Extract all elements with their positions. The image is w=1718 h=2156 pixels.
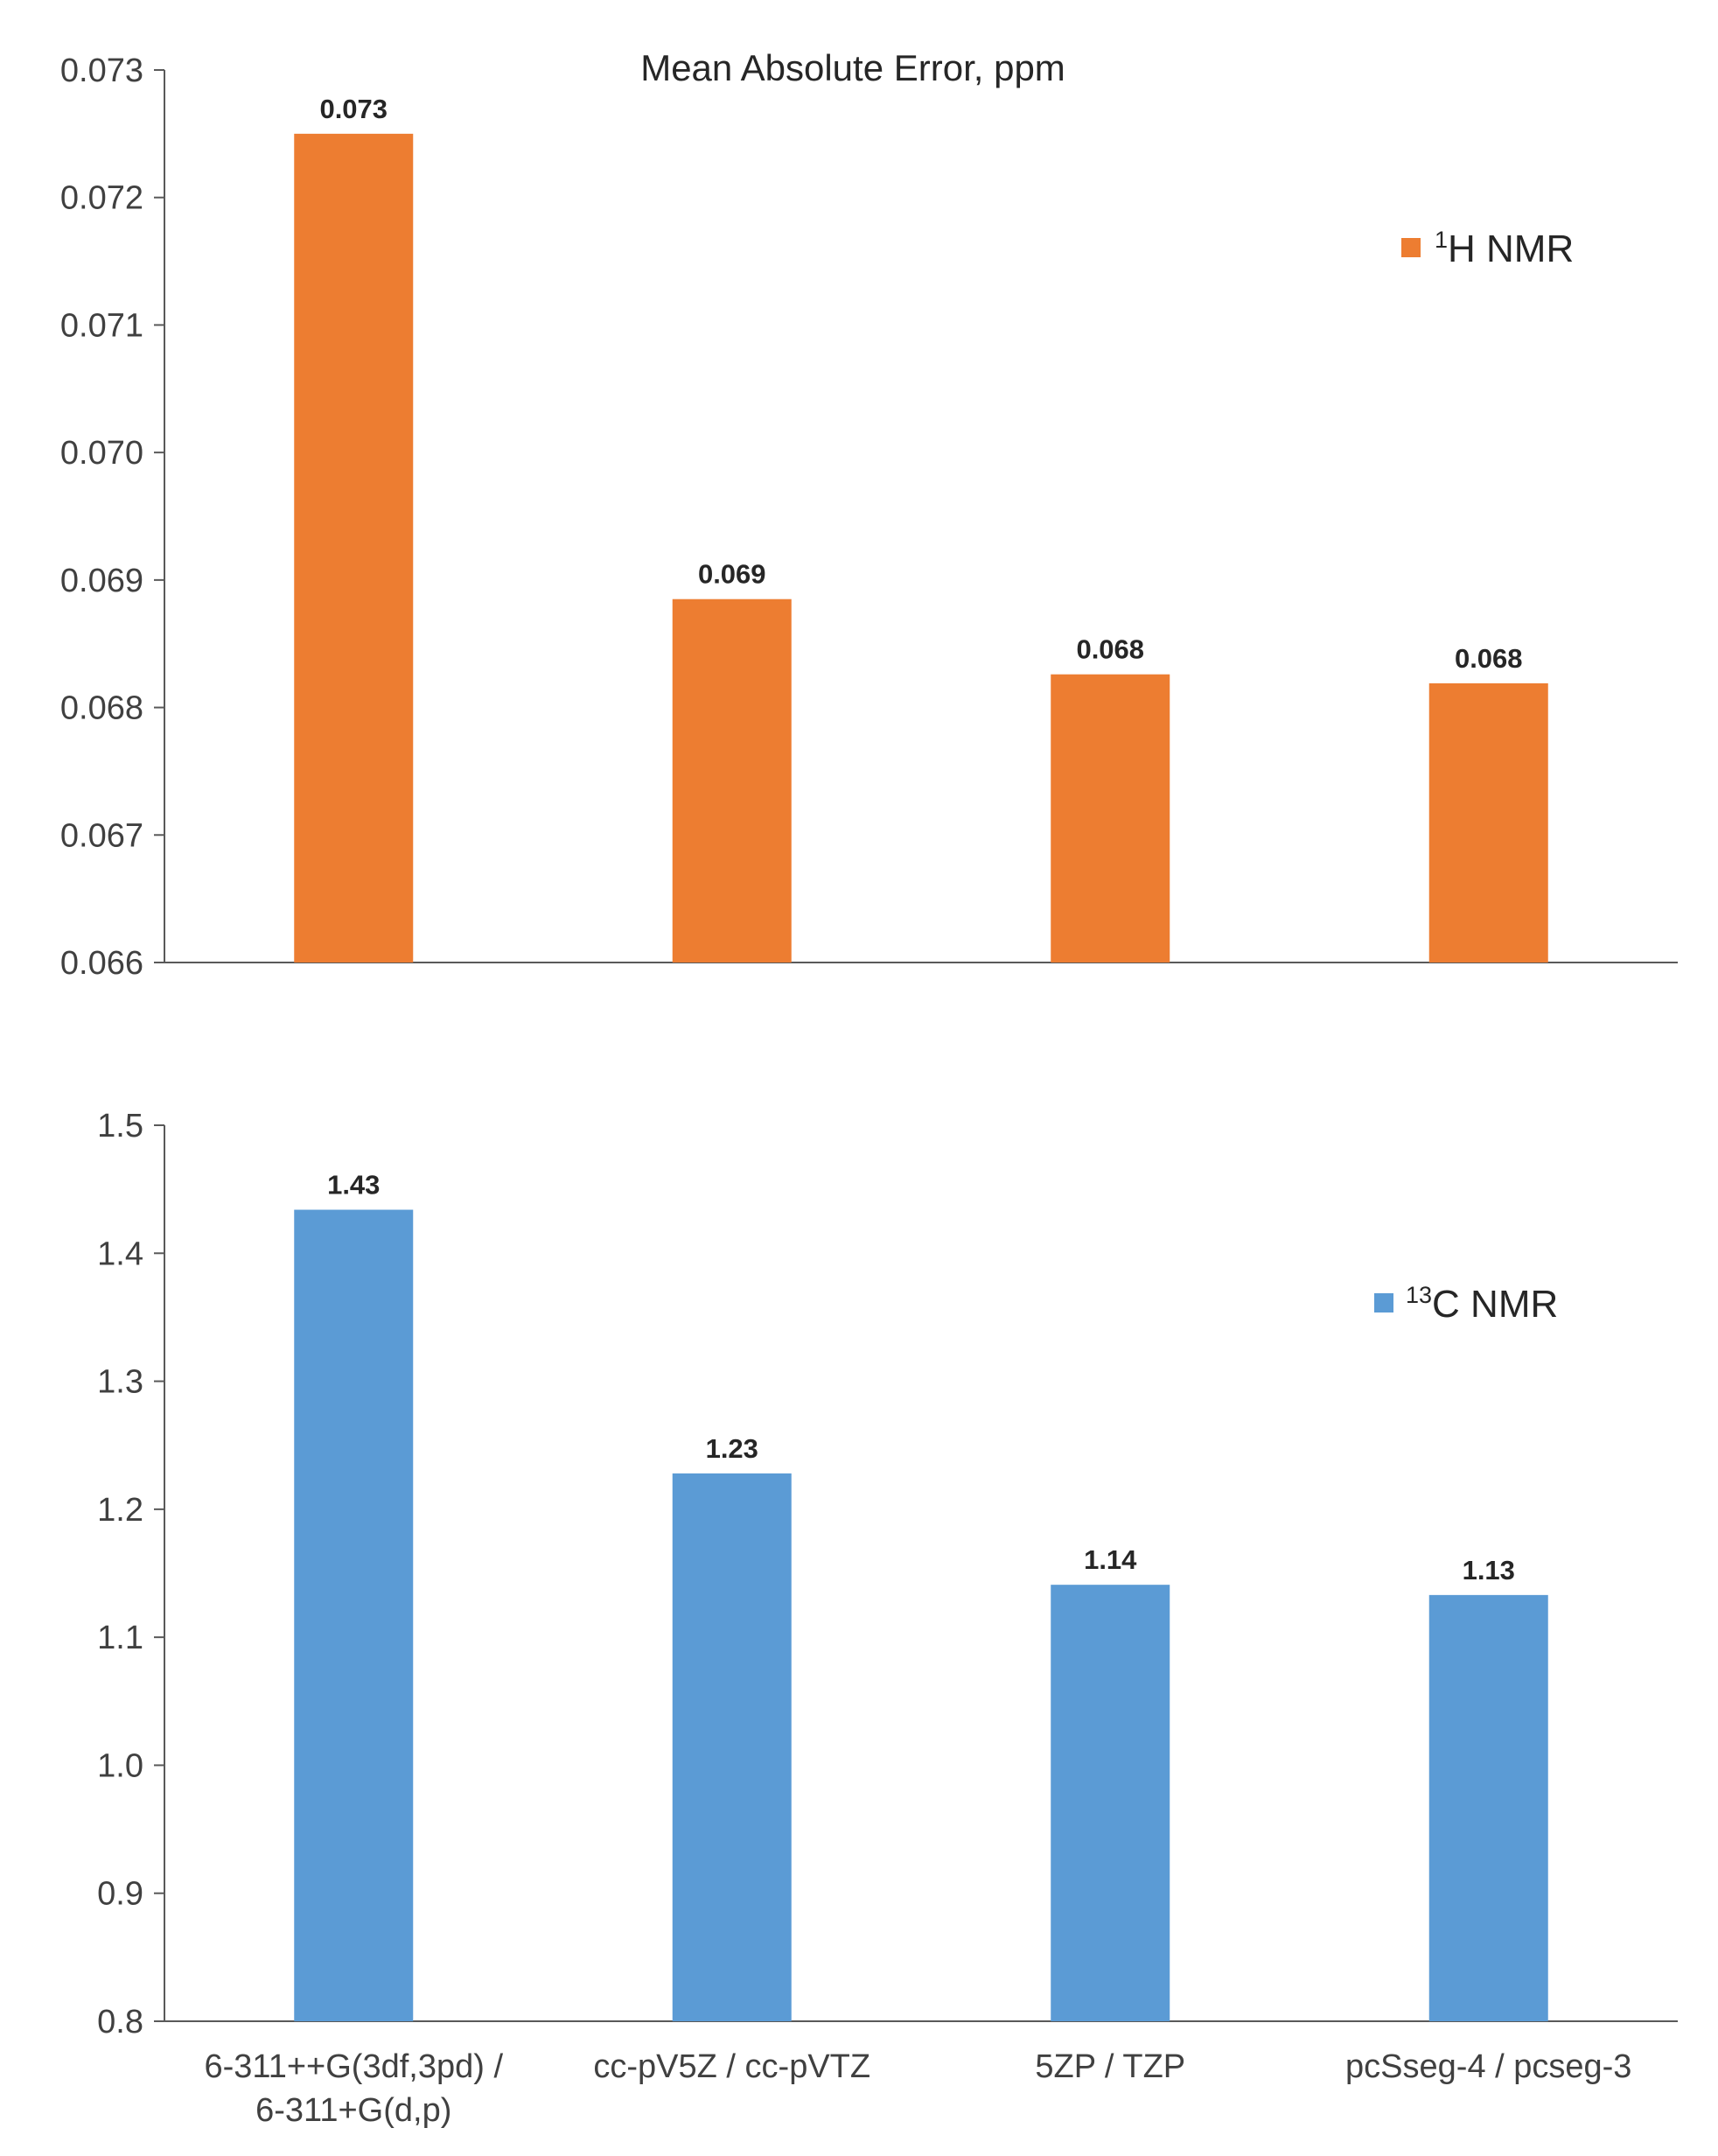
x-category-label: 5ZP / TZP (1035, 2048, 1185, 2085)
legend-swatch-1h (1401, 238, 1421, 257)
y-tick-label: 1.1 (97, 1620, 143, 1656)
x-category-line: 5ZP / TZP (1035, 2048, 1185, 2085)
x-category-line: cc-pV5Z / cc-pVTZ (593, 2048, 870, 2085)
y-tick-label: 1.3 (97, 1364, 143, 1401)
bars-13c (294, 1209, 1548, 2021)
y-tick-label: 0.073 (60, 52, 143, 89)
x-axis-categories: 6-311++G(3df,3pd) / 6-311+G(d,p) cc-pV5Z /… (204, 2048, 1631, 2129)
x-category-line: 6-311+G(d,p) (255, 2092, 451, 2129)
data-labels-1h: 0.073 0.069 0.068 0.068 (319, 94, 1522, 674)
x-category-line: pcSseg-4 / pcseg-3 (1345, 2048, 1631, 2085)
x-category-label: pcSseg-4 / pcseg-3 (1345, 2048, 1631, 2085)
bar (294, 133, 414, 962)
y-tick-label: 1.5 (97, 1108, 143, 1144)
y-tick-label: 0.9 (97, 1876, 143, 1913)
bar (1051, 674, 1170, 962)
data-label: 0.069 (698, 559, 766, 590)
chart-title: Mean Absolute Error, ppm (640, 47, 1065, 88)
data-labels-13c: 1.43 1.23 1.14 1.13 (327, 1170, 1515, 1586)
y-tick-label: 1.0 (97, 1747, 143, 1784)
y-tick-label: 0.071 (60, 307, 143, 344)
y-tick-label: 0.067 (60, 817, 143, 854)
legend-label-13c: 13C NMR (1406, 1282, 1558, 1326)
y-tick-label: 0.070 (60, 435, 143, 472)
x-category-line: 6-311++G(3df,3pd) / (204, 2048, 503, 2085)
y-tick-label: 1.2 (97, 1492, 143, 1529)
data-label: 1.43 (327, 1170, 380, 1200)
y-tick-label: 0.8 (97, 2004, 143, 2040)
y-axis-1h: 0.066 0.067 0.068 0.069 0.070 0.071 0.072 0.073 (60, 52, 1678, 982)
y-tick-label: 1.4 (97, 1236, 143, 1272)
data-label: 1.23 (706, 1433, 758, 1464)
bar (672, 598, 792, 962)
legend-1h: 1H NMR (1401, 227, 1574, 270)
bar (1428, 682, 1548, 962)
legend-sup-13c: 13 (1406, 1282, 1432, 1308)
y-tick-label: 0.068 (60, 690, 143, 727)
data-label: 0.068 (1455, 643, 1523, 674)
data-label: 1.14 (1084, 1544, 1137, 1575)
y-tick-label: 0.072 (60, 180, 143, 217)
legend-13c: 13C NMR (1374, 1282, 1558, 1326)
y-axis-13c: 0.8 0.9 1.0 1.1 1.2 1.3 1.4 1.5 (97, 1108, 1678, 2040)
y-tick-label: 0.066 (60, 945, 143, 982)
bar (1051, 1585, 1170, 2021)
chart-1h-nmr: Mean Absolute Error, ppm 0.066 0.067 0.068… (60, 47, 1678, 982)
bars-1h (294, 133, 1548, 962)
legend-swatch-13c (1374, 1293, 1393, 1312)
bar (1428, 1594, 1548, 2021)
legend-sup-1h: 1 (1435, 227, 1448, 253)
legend-main-13c: C NMR (1432, 1283, 1558, 1326)
data-label: 1.13 (1463, 1555, 1515, 1586)
x-category-label: cc-pV5Z / cc-pVTZ (593, 2048, 870, 2085)
data-label: 0.073 (319, 94, 388, 124)
y-tick-label: 0.069 (60, 563, 143, 599)
bar (294, 1209, 414, 2021)
data-label: 0.068 (1076, 634, 1144, 665)
legend-label-1h: 1H NMR (1435, 227, 1574, 270)
x-category-label: 6-311++G(3df,3pd) / 6-311+G(d,p) (204, 2048, 503, 2129)
bar (672, 1473, 792, 2021)
chart-13c-nmr: 0.8 0.9 1.0 1.1 1.2 1.3 1.4 1.5 1.43 1.23 1.14 1.1… (97, 1108, 1678, 2129)
legend-main-1h: H NMR (1448, 228, 1574, 270)
